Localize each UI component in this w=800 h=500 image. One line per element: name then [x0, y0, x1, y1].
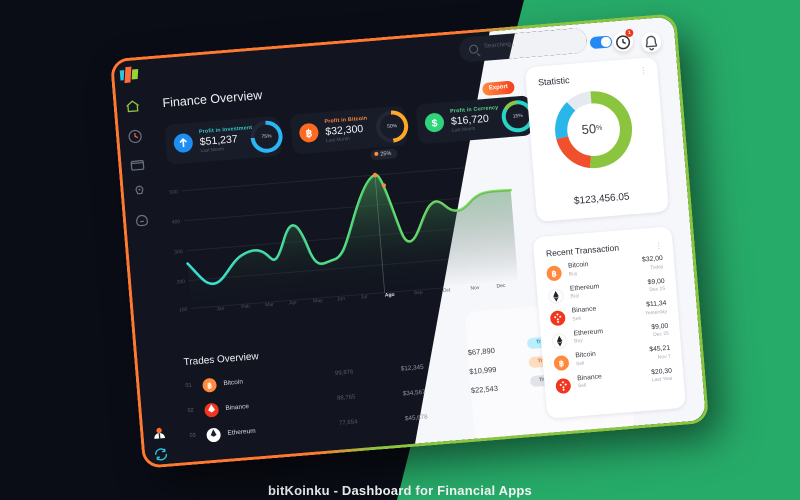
svg-text:200: 200	[177, 279, 186, 286]
svg-text:฿: ฿	[207, 381, 213, 390]
svg-text:100: 100	[179, 307, 188, 314]
svg-text:300: 300	[174, 249, 183, 256]
svg-text:$: $	[431, 118, 438, 129]
svg-text:฿: ฿	[305, 129, 312, 140]
svg-text:฿: ฿	[559, 359, 565, 368]
svg-text:400: 400	[172, 219, 181, 226]
svg-text:500: 500	[169, 189, 178, 196]
svg-text:฿: ฿	[551, 269, 557, 278]
